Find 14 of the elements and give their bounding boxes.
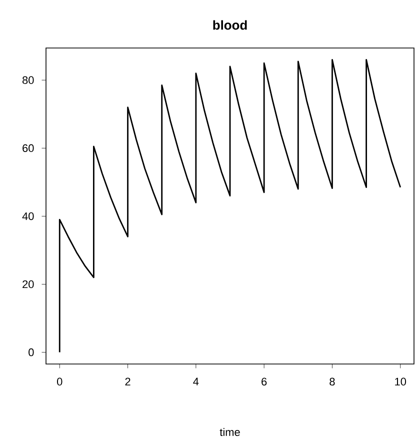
x-tick-label: 6 (262, 378, 267, 386)
x-tick-label: 8 (330, 378, 335, 386)
x-axis-title: time (220, 428, 240, 436)
y-tick-label: 80 (22, 76, 34, 84)
line-series (58, 59, 402, 353)
x-tick-label: 10 (395, 378, 406, 386)
y-tick-label: 60 (22, 144, 34, 152)
chart-title: blood (213, 20, 247, 30)
x-tick-label: 0 (57, 378, 62, 386)
y-tick-label: 20 (22, 280, 34, 288)
x-tick-label: 4 (193, 378, 199, 386)
y-tick-label: 0 (28, 348, 34, 356)
x-tick-label: 2 (125, 378, 130, 386)
y-tick-label: 40 (22, 212, 34, 220)
